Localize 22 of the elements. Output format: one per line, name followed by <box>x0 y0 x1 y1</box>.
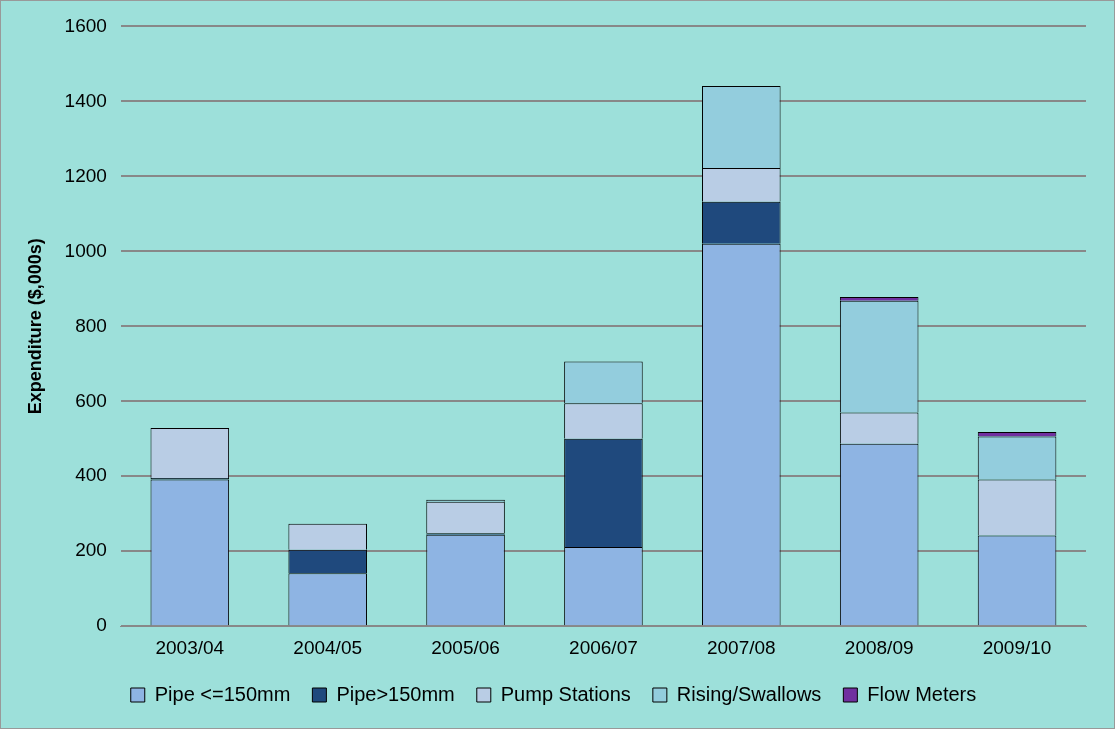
y-tick-label: 800 <box>75 314 107 336</box>
y-tick-label: 400 <box>75 464 107 486</box>
y-tick-label: 1200 <box>64 164 107 186</box>
y-tick-label: 200 <box>75 539 107 561</box>
legend-label: Rising/Swallows <box>676 682 822 705</box>
y-tick-label: 600 <box>75 389 107 411</box>
y-axis-title: Expenditure ($,000s) <box>24 238 45 415</box>
legend-label: Flow Meters <box>867 682 977 705</box>
legend-label: Pipe>150mm <box>336 682 455 705</box>
x-tick-label: 2009/10 <box>982 636 1052 658</box>
y-tick-label: 1400 <box>64 89 107 111</box>
y-tick-label: 1000 <box>64 239 107 261</box>
y-tick-label: 1600 <box>64 14 107 36</box>
x-tick-label: 2008/09 <box>844 636 914 658</box>
legend-label: Pipe <=150mm <box>154 682 291 705</box>
x-tick-label: 2005/06 <box>431 636 500 658</box>
x-tick-label: 2006/07 <box>569 636 638 658</box>
x-tick-label: 2003/04 <box>155 636 225 658</box>
x-tick-label: 2007/08 <box>706 636 776 658</box>
y-tick-label: 0 <box>96 614 107 636</box>
x-tick-label: 2004/05 <box>293 636 363 658</box>
legend-label: Pump Stations <box>500 682 631 705</box>
